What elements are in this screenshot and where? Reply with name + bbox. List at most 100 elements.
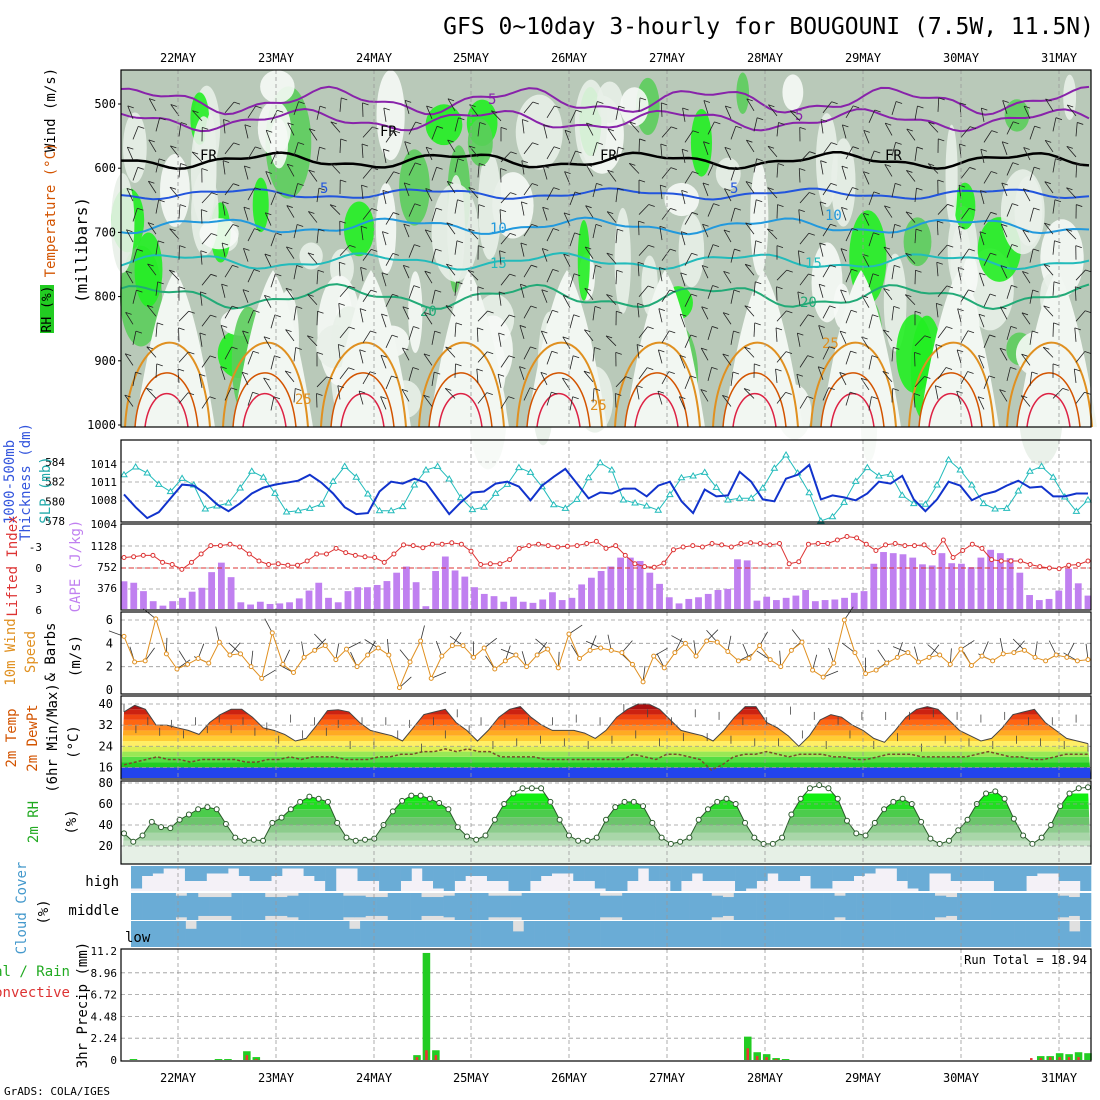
rh-marker [232, 834, 239, 841]
wind-barb [224, 387, 232, 401]
wind-barb-flag [756, 199, 763, 203]
wind-barb [592, 183, 597, 198]
wind-barb [431, 126, 438, 140]
wind-barb [270, 355, 275, 370]
wind-barb-flag [593, 388, 601, 391]
slp-marker [468, 505, 477, 513]
wind-barb [799, 396, 808, 409]
cape-bar [821, 600, 829, 609]
rh-blob [123, 112, 147, 183]
lifted-index-marker [1008, 558, 1014, 564]
wind-barb-flag [969, 207, 976, 211]
wind-barb [247, 310, 254, 324]
wind-barb-flag [477, 327, 484, 331]
wind-barb [499, 209, 502, 224]
precip-total-bar [1084, 1053, 1092, 1060]
wind-barb-flag [636, 344, 644, 347]
wind-speed-marker [947, 661, 953, 667]
lifted-index-marker [719, 542, 725, 548]
cape-bar [1006, 558, 1014, 609]
pressure-tick-label: 600 [94, 161, 116, 175]
wind-barb [146, 305, 157, 317]
wind-barb-flag [884, 205, 891, 209]
rh-marker [899, 795, 906, 802]
wind-barb [124, 394, 134, 407]
cloud-bar [992, 921, 1005, 947]
wind-barb-flag [243, 206, 251, 210]
wind-barb [1000, 306, 1008, 320]
lifted-index-marker [304, 558, 310, 564]
wind-barb-10m [568, 624, 583, 635]
wind-barb [883, 246, 893, 259]
cloud-bar [556, 921, 568, 947]
temp-contour-30 [232, 372, 297, 428]
cloud-bar [545, 921, 557, 947]
lifted-index-marker [545, 543, 551, 549]
lifted-index-marker [892, 541, 898, 546]
cloud-bar [774, 921, 786, 947]
wind-barb-flag [639, 138, 646, 142]
wind-barb [338, 303, 341, 318]
wind-barb-flag [956, 390, 963, 394]
date-label-bottom: 28MAY [747, 1071, 784, 1085]
cape-bar [373, 584, 381, 609]
slp-marker [480, 503, 488, 510]
rh-band-low [121, 846, 1091, 864]
wind-barb-flag [265, 171, 272, 174]
wind-barb [658, 267, 663, 282]
wind-speed-marker [587, 647, 593, 653]
wind-barb-flag [894, 223, 901, 227]
wind-barb [1029, 248, 1034, 263]
wind-barb-flag [585, 163, 593, 167]
cape-bar [305, 590, 313, 609]
wind-barb [247, 351, 254, 365]
wind-barb-flag [1045, 139, 1052, 143]
wind-barb-flag [937, 179, 944, 183]
wind-barb [906, 170, 916, 182]
rh-marker [538, 785, 545, 792]
wind-barb [592, 347, 595, 362]
wind-barb [270, 150, 278, 165]
cloud-bar [983, 866, 995, 881]
lifted-index-marker [728, 544, 734, 550]
cloud-bar [811, 893, 824, 920]
wind-barb-flag [724, 146, 731, 150]
lifted-index-marker [410, 543, 416, 549]
wind-barb-flag [158, 199, 165, 203]
wind-speed-marker [195, 656, 201, 661]
wind-barb-flag [1043, 305, 1050, 309]
wind-barb [820, 160, 824, 175]
slp-marker [178, 474, 186, 481]
wind-barb [979, 190, 985, 205]
cloud-bar [469, 921, 481, 947]
slp-marker [933, 481, 941, 488]
wind-barb [1043, 305, 1054, 317]
cloud-bar [637, 866, 650, 869]
wind-barb [1052, 388, 1064, 399]
wind-speed-marker [322, 643, 328, 649]
cape-bar [860, 591, 868, 609]
wind-barb-flag [541, 289, 548, 293]
wind-barb [360, 226, 364, 241]
wind-barb-flag [681, 148, 689, 152]
cape-bar [792, 595, 800, 609]
wind-barb [615, 188, 619, 203]
contour-label: FR [200, 148, 217, 164]
wind-barb-flag [135, 330, 143, 334]
wind-barb-flag [1021, 395, 1028, 398]
cloud-bar [305, 921, 317, 947]
wind-speed-marker [206, 660, 212, 666]
wind-barb-flag [700, 389, 707, 392]
cape-bar [831, 599, 839, 609]
wind-barb [1044, 222, 1054, 235]
cloud-bar [164, 893, 176, 920]
cape-bar [626, 557, 634, 609]
cape-bar [227, 577, 235, 609]
wind-barb [1022, 271, 1031, 284]
cloud-bar [577, 893, 589, 920]
wind-barb [265, 130, 272, 144]
lifted-index-marker [1075, 562, 1081, 567]
lifted-index-marker [179, 566, 185, 572]
